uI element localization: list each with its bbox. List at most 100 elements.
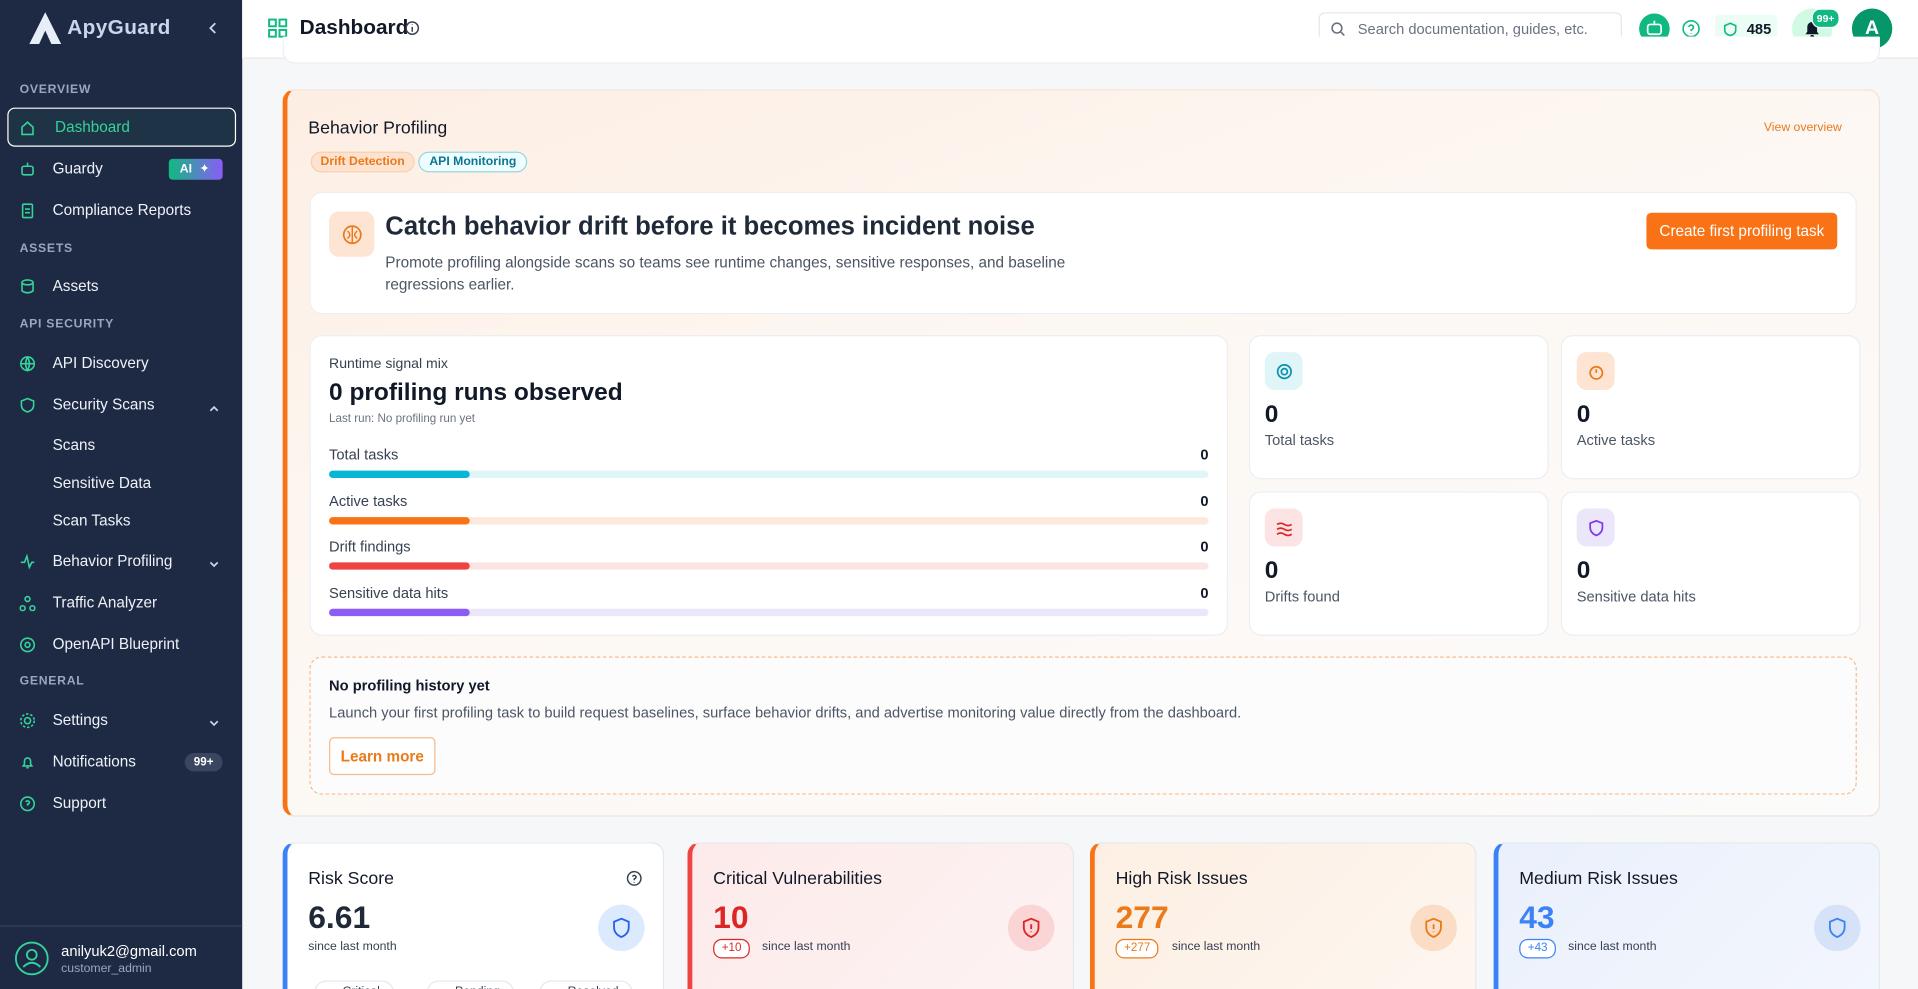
expand-toggle[interactable] [208, 714, 220, 736]
logo [29, 12, 62, 45]
nav-icon [19, 637, 36, 659]
nav-subitem[interactable]: Scans [52, 436, 96, 454]
metric-subtitle: since last month [1568, 940, 1657, 954]
nav-item[interactable]: Notifications [52, 753, 136, 771]
nav-item[interactable]: OpenAPI Blueprint [52, 635, 180, 653]
empty-title: No profiling history yet [329, 677, 490, 695]
count-badge: 99+ [184, 753, 223, 772]
delta-badge: +277 [1115, 938, 1159, 959]
metric-value: 6.61 [308, 898, 371, 936]
metric-icon [598, 904, 645, 952]
stat-value: 0 [1264, 557, 1279, 585]
empty-state: No profiling history yet Launch your fir… [309, 656, 1857, 795]
profiling-card: Behavior Profiling View overview Drift D… [282, 89, 1881, 817]
row-value: 0 [1200, 492, 1209, 510]
stat-card: 0 Sensitive data hits [1560, 491, 1861, 636]
help-button[interactable] [1682, 19, 1700, 38]
nav-icon [20, 161, 36, 183]
nav-item[interactable]: Security Scans [52, 396, 155, 414]
bar-indicator [329, 608, 470, 616]
view-link[interactable]: View overview [1763, 121, 1842, 135]
last-run: Last run: No profiling run yet [329, 411, 476, 426]
collapse-button[interactable] [207, 21, 219, 36]
section-title: Behavior Profiling [308, 118, 448, 139]
divider [0, 925, 243, 927]
stat-value: 0 [1576, 557, 1591, 585]
nav-item[interactable]: Guardy [52, 160, 103, 178]
search-placeholder: Search documentation, guides, etc. [1357, 20, 1588, 38]
nav-subitem[interactable]: Sensitive Data [52, 474, 152, 492]
stat-card: 0 Drifts found [1248, 491, 1549, 636]
brain-icon [329, 211, 375, 257]
row-label: Drift findings [329, 537, 411, 556]
credits-value: 485 [1746, 20, 1772, 38]
ai-badge: AI ✦ [168, 158, 223, 180]
stat-icon [1264, 352, 1303, 390]
nav-icon [20, 397, 36, 419]
stat-card: 0 Active tasks [1560, 334, 1861, 480]
stat-card: 0 Total tasks [1248, 334, 1549, 480]
hero-heading: Catch behavior drift before it becomes i… [385, 212, 1035, 241]
stat-label: Active tasks [1576, 431, 1656, 449]
notification-badge: 99+ [1811, 8, 1840, 29]
section-title: OVERVIEW [19, 83, 92, 97]
delta-badge: +43 [1519, 938, 1557, 959]
metric-title: High Risk Issues [1115, 869, 1248, 889]
nav-item[interactable]: API Discovery [52, 354, 149, 372]
tag: Drift Detection [310, 151, 415, 173]
row-label: Active tasks [329, 492, 408, 510]
bar-track [329, 470, 1209, 478]
page-title: Dashboard [299, 15, 409, 40]
stat-label: Total tasks [1264, 431, 1335, 449]
nav-icon [19, 796, 36, 818]
tag: API Monitoring [418, 151, 528, 173]
stat-label: Drifts found [1264, 588, 1340, 606]
nav-item-active[interactable] [7, 107, 237, 147]
bar-track [329, 516, 1209, 524]
metric-subtitle: since last month [308, 940, 397, 954]
info-icon[interactable] [405, 21, 420, 36]
legend-chip: Pending [426, 980, 514, 989]
nav-icon [20, 203, 36, 225]
user-role: customer_admin [61, 962, 152, 976]
nav-item[interactable]: Compliance Reports [52, 201, 192, 219]
metric-title: Risk Score [308, 869, 395, 889]
nav-icon [19, 713, 36, 735]
mix-heading: 0 profiling runs observed [329, 378, 623, 406]
stat-value: 0 [1576, 400, 1591, 428]
metric-card: Critical Vulnerabilities 10 +10 since last … [687, 842, 1074, 989]
legend-chip: Resolved [539, 980, 633, 989]
nav-subitem[interactable]: Scan Tasks [52, 512, 131, 530]
nav-item[interactable]: Behavior Profiling [52, 552, 173, 570]
badge-text: AI [179, 162, 193, 177]
user-avatar[interactable] [14, 941, 49, 976]
metric-card: High Risk Issues 277 +277 since last month [1089, 842, 1477, 989]
nav-item[interactable]: Support [52, 794, 107, 812]
nav-item[interactable]: Settings [52, 711, 108, 729]
section-title: ASSETS [19, 242, 73, 256]
bar-indicator [329, 516, 470, 524]
metric-icon [1814, 904, 1861, 952]
row-value: 0 [1200, 446, 1209, 464]
learn-more-button[interactable]: Learn more [329, 737, 436, 776]
metric-value: 10 [713, 898, 749, 936]
nav-item[interactable]: Traffic Analyzer [52, 594, 158, 612]
stat-value: 0 [1264, 400, 1279, 428]
nav-item[interactable]: Assets [52, 277, 99, 295]
nav-item[interactable]: Dashboard [55, 118, 130, 136]
expand-toggle[interactable] [208, 555, 220, 577]
hero-text: Promote profiling alongside scans so tea… [385, 254, 1066, 294]
user-email: anilyuk2@gmail.com [61, 942, 197, 960]
nav-icon [20, 120, 36, 142]
row-value: 0 [1200, 537, 1209, 556]
metric-card: Risk Score 6.61 since last month Critical Pe… [282, 842, 665, 989]
metric-title: Critical Vulnerabilities [713, 869, 883, 889]
help-icon[interactable] [626, 870, 642, 892]
bar-track [329, 608, 1209, 616]
dashboard-icon [268, 18, 288, 38]
mix-label: Runtime signal mix [329, 356, 448, 372]
create-button[interactable]: Create first profiling task [1646, 212, 1838, 250]
expand-toggle[interactable] [208, 399, 220, 421]
metric-value: 277 [1115, 898, 1169, 936]
